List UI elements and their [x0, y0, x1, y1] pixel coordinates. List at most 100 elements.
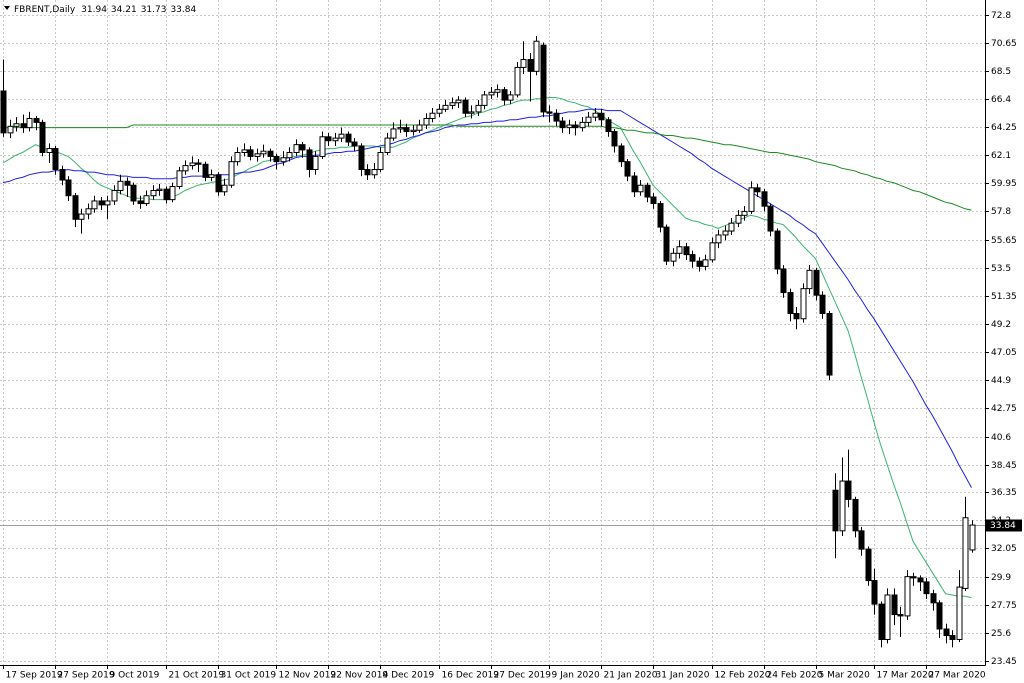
- candle-body: [345, 133, 352, 143]
- candle-body: [618, 145, 625, 163]
- candle-body: [176, 170, 183, 188]
- x-tick-label: 5 Mar 2020: [819, 671, 871, 681]
- x-tick-label: 24 Feb 2020: [767, 671, 823, 681]
- y-tick-label: 36.35: [991, 488, 1017, 498]
- x-tick-label: 9 Oct 2019: [110, 671, 160, 681]
- candle-body: [670, 252, 677, 262]
- candle-body: [325, 136, 332, 142]
- candle-body: [540, 44, 547, 113]
- y-tick-label: 38.45: [991, 461, 1017, 471]
- candle-body: [488, 91, 495, 96]
- candle-body: [858, 530, 865, 550]
- x-tick-label: 17 Sep 2019: [6, 671, 63, 681]
- candle-body: [520, 59, 527, 68]
- x-tick-label: 12 Nov 2019: [279, 671, 337, 681]
- candle-body: [910, 576, 917, 579]
- moving-average-line: [2, 108, 972, 488]
- candle-body: [962, 517, 969, 589]
- candle-body: [65, 179, 72, 197]
- candle-body: [221, 184, 228, 193]
- candle-body: [189, 162, 196, 167]
- x-tick-label: 9 Jan 2020: [552, 671, 600, 681]
- candle-body: [780, 268, 787, 294]
- plot: [0, 35, 985, 648]
- menu-arrow[interactable]: [4, 6, 10, 10]
- candle-body: [273, 155, 280, 163]
- candle-body: [826, 313, 833, 376]
- candle-body: [351, 141, 358, 147]
- candle-body: [130, 184, 137, 202]
- candle-body: [338, 133, 345, 139]
- candle-body: [52, 148, 59, 171]
- candle-body: [761, 191, 768, 207]
- candle-body: [371, 169, 378, 176]
- candle-body: [455, 99, 462, 104]
- candle-body: [949, 635, 956, 640]
- x-tick-label: 27 Sep 2019: [58, 671, 115, 681]
- candle-body: [956, 586, 963, 640]
- y-tick-label: 44.9: [991, 376, 1011, 386]
- candle-body: [364, 169, 371, 176]
- candle-body: [436, 108, 443, 114]
- price-label: 33.84: [990, 521, 1016, 531]
- candle-body: [280, 157, 287, 163]
- candle-body: [150, 189, 157, 197]
- candle-body: [527, 59, 534, 72]
- candle-body: [423, 117, 430, 126]
- candle-body: [59, 169, 66, 181]
- candle-body: [449, 102, 456, 106]
- candle-body: [410, 129, 417, 133]
- candle-body: [689, 254, 696, 262]
- price-label-box: [986, 519, 1022, 532]
- y-tick-label: 40.6: [991, 433, 1011, 443]
- candle-body: [936, 602, 943, 630]
- candle-body: [104, 200, 111, 206]
- candle-body: [462, 99, 469, 114]
- candle-body: [163, 188, 170, 201]
- candle-body: [852, 498, 859, 532]
- candle-body: [754, 187, 761, 193]
- candle-body: [124, 180, 131, 186]
- candle-body: [494, 89, 501, 93]
- candle-body: [728, 222, 735, 232]
- candle-body: [117, 180, 124, 191]
- candle-body: [468, 111, 475, 114]
- x-tick-label: 4 Dec 2019: [383, 671, 435, 681]
- candle-body: [208, 174, 215, 178]
- candle-body: [624, 161, 631, 177]
- candle-body: [26, 117, 33, 129]
- candle-body: [332, 137, 339, 142]
- y-tick-label: 64.25: [991, 123, 1017, 133]
- symbol: FBRENT,Daily: [14, 5, 76, 15]
- candle-body: [39, 121, 46, 154]
- candle-body: [637, 184, 644, 193]
- candle-body: [306, 149, 313, 171]
- candle-body: [884, 594, 891, 640]
- candle-body: [819, 294, 826, 315]
- x-tick-label: 16 Dec 2019: [442, 671, 500, 681]
- candle-body: [390, 128, 397, 139]
- y-tick-label: 47.05: [991, 348, 1017, 358]
- x-tick-label: 31 Jan 2020: [656, 671, 710, 681]
- y-tick-label: 68.5: [991, 67, 1011, 77]
- candle-body: [553, 112, 560, 122]
- candle-body: [514, 66, 521, 96]
- candle-body: [735, 214, 742, 224]
- candle-body: [377, 152, 384, 171]
- candle-body: [969, 524, 976, 551]
- candle-body: [579, 121, 586, 129]
- candle-body: [98, 200, 105, 206]
- header-high: 34.21: [111, 5, 137, 15]
- candle-body: [20, 123, 27, 129]
- candle-body: [748, 187, 755, 212]
- candle-body: [839, 480, 846, 532]
- candle-body: [260, 150, 267, 155]
- candle-body: [228, 161, 235, 186]
- y-tick-label: 49.2: [991, 320, 1011, 330]
- candle-body: [631, 175, 638, 193]
- axes: 72.8 70.65 68.5 66.4 64.25 62.1 59.95 57.8 55.65…: [3, 11, 1022, 681]
- y-tick-label: 53.5: [991, 264, 1011, 274]
- candle-body: [481, 94, 488, 106]
